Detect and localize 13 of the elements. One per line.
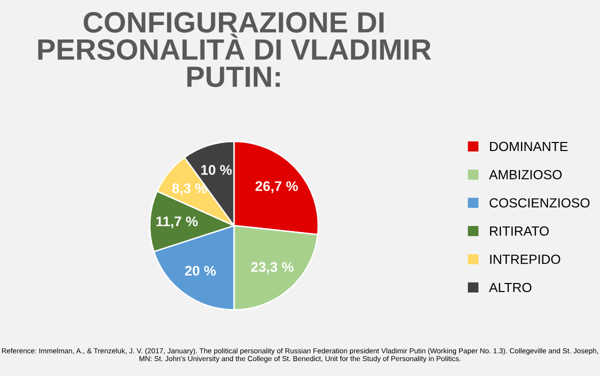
- data-label: 26,7 %: [255, 181, 298, 194]
- legend-label: ALTRO: [489, 282, 532, 292]
- data-label: 23,3 %: [251, 262, 294, 274]
- data-label: 20 %: [184, 266, 216, 276]
- legend-label: RITIRATO: [490, 226, 549, 236]
- legend-label: INTREPIDO: [490, 254, 560, 264]
- data-label: 10 %: [201, 165, 232, 175]
- data-label: 8,3 %: [172, 183, 207, 196]
- chart-title: CONFIGURAZIONE DI PERSONALITÀ DI VLADIMIR PUTIN:: [38, 12, 432, 88]
- data-label: 11,7 %: [156, 216, 198, 228]
- legend-label: DOMINANTE: [490, 142, 568, 152]
- legend-label: AMBIZIOSO: [489, 170, 562, 180]
- legend-label: COSCIENZIOSO: [490, 198, 590, 208]
